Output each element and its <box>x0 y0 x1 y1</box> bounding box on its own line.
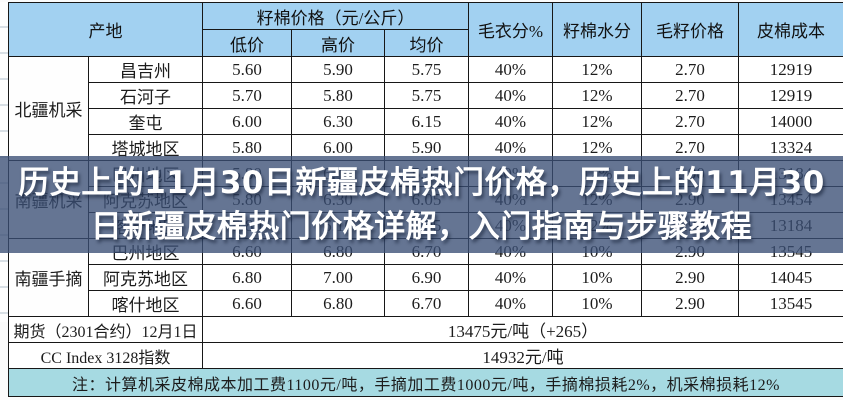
lint-cell: 40% <box>468 290 554 317</box>
seed-cell: 2.70 <box>641 56 740 83</box>
futures-label: 期货（2301合约）12月1日 <box>8 316 203 343</box>
header-avg: 均价 <box>383 29 470 57</box>
avg-cell: 6.70 <box>383 290 470 317</box>
moisture-cell: 12% <box>552 108 643 135</box>
header-low: 低价 <box>202 29 292 57</box>
header-lint-cost: 皮棉成本 <box>738 2 843 57</box>
avg-cell: 6.15 <box>383 108 470 135</box>
header-seed-price: 毛籽价格 <box>641 2 740 57</box>
seed-cell: 2.90 <box>641 290 740 317</box>
low-cell: 6.60 <box>202 290 292 317</box>
low-cell: 6.80 <box>202 264 292 291</box>
table-row: 奎屯 6.00 6.30 6.15 40% 12% 2.70 14000 <box>9 108 843 135</box>
cc-index-value: 14932元/吨 <box>201 342 843 369</box>
avg-cell: 6.90 <box>383 264 470 291</box>
cost-cell: 12919 <box>738 56 843 83</box>
high-cell: 5.80 <box>291 82 385 109</box>
lint-cell: 40% <box>468 108 554 135</box>
high-cell: 7.00 <box>291 264 385 291</box>
region-cell: 石河子 <box>88 82 203 109</box>
note-row: 注：计算机采皮棉成本加工费1100元/吨，手摘加工费1000元/吨，手摘棉损耗2… <box>7 368 843 397</box>
overlay-title-line-1: 历史上的11月30日新疆皮棉热门价格，历史上的11月30 <box>18 164 825 201</box>
avg-cell: 5.75 <box>383 82 470 109</box>
moisture-cell: 10% <box>552 290 643 317</box>
low-cell: 6.00 <box>202 108 292 135</box>
title-overlay-banner: 历史上的11月30日新疆皮棉热门价格，历史上的11月30 日新疆皮棉热门价格详解… <box>0 156 843 253</box>
lint-cell: 40% <box>468 264 554 291</box>
region-cell: 昌吉州 <box>88 56 203 83</box>
seed-cell: 2.70 <box>641 82 740 109</box>
low-cell: 5.70 <box>202 82 292 109</box>
lint-cell: 40% <box>468 56 554 83</box>
futures-row: 期货（2301合约）12月1日 13475元/吨（+265） <box>8 316 843 343</box>
cost-cell: 12919 <box>738 82 843 109</box>
table-row: 北疆机采 昌吉州 5.60 5.90 5.75 40% 12% 2.70 129… <box>8 56 843 161</box>
table-row: 石河子 5.70 5.80 5.75 40% 12% 2.70 12919 <box>9 82 843 109</box>
cost-cell: 13545 <box>738 290 843 317</box>
high-cell: 6.80 <box>291 290 385 317</box>
seed-cell: 2.70 <box>641 108 740 135</box>
low-cell: 5.60 <box>202 56 292 83</box>
cc-index-label: CC Index 3128指数 <box>8 342 203 369</box>
header-origin: 产地 <box>8 2 203 57</box>
header-moisture: 籽棉水分 <box>552 2 643 57</box>
header-seed-price-group: 籽棉价格（元/公斤） <box>201 2 470 30</box>
header-lint-pct: 毛衣分% <box>468 2 554 57</box>
high-cell: 5.90 <box>291 56 385 83</box>
group-label: 北疆机采 <box>8 56 89 161</box>
overlay-title-line-2: 日新疆皮棉热门价格详解，入门指南与步骤教程 <box>90 208 753 245</box>
cc-index-row: CC Index 3128指数 14932元/吨 <box>8 342 843 369</box>
lint-cell: 40% <box>468 82 554 109</box>
cost-cell: 14000 <box>738 108 843 135</box>
region-cell: 奎屯 <box>88 108 203 135</box>
region-cell: 喀什地区 <box>88 290 203 317</box>
futures-value: 13475元/吨（+265） <box>201 316 843 343</box>
footnote-text: 注：计算机采皮棉成本加工费1100元/吨，手摘加工费1000元/吨，手摘棉损耗2… <box>7 368 843 397</box>
region-cell: 阿克苏地区 <box>88 264 203 291</box>
avg-cell: 5.75 <box>383 56 470 83</box>
moisture-cell: 12% <box>552 82 643 109</box>
table-row: 喀什地区 6.60 6.80 6.70 40% 10% 2.90 13545 <box>9 290 843 317</box>
moisture-cell: 12% <box>552 56 643 83</box>
header-high: 高价 <box>291 29 385 57</box>
high-cell: 6.30 <box>291 108 385 135</box>
moisture-cell: 10% <box>552 264 643 291</box>
table-row: 阿克苏地区 6.80 7.00 6.90 40% 10% 2.90 14045 <box>9 264 843 291</box>
cost-cell: 14045 <box>738 264 843 291</box>
seed-cell: 2.90 <box>641 264 740 291</box>
